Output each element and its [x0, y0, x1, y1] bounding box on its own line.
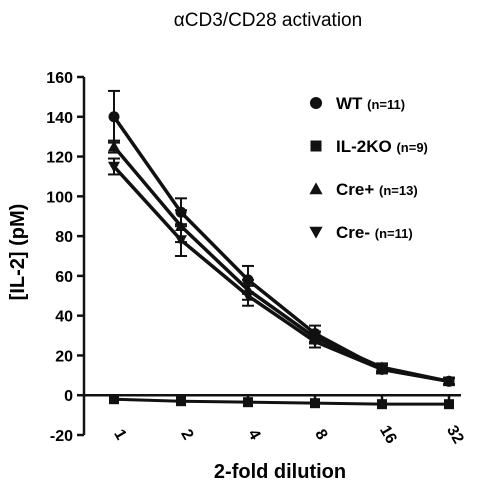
legend-series-name: Cre- — [336, 223, 375, 242]
x-tick-label: 2 — [177, 427, 196, 443]
series-il-2ko — [109, 394, 454, 410]
legend-marker — [309, 226, 323, 239]
data-point — [444, 399, 454, 410]
legend-marker — [309, 96, 323, 110]
y-tick-label: 160 — [46, 70, 73, 87]
x-tick-label: 16 — [376, 423, 400, 447]
data-point — [443, 376, 455, 388]
axes: -20 0 20 40 60 80 100 120 140 160 1 2 4 8 16 32 — [46, 70, 466, 447]
legend-series-name: WT — [336, 94, 367, 113]
data-point — [310, 398, 320, 409]
y-tick-label: 100 — [46, 189, 73, 206]
y-tick-label: 120 — [46, 150, 73, 167]
data-point — [175, 235, 187, 247]
legend-entry: Cre+ (n=13) — [336, 180, 418, 199]
legend-sample-size: (n=11) — [367, 97, 405, 112]
series-line — [112, 145, 450, 384]
chart-title: αCD3/CD28 activation — [174, 10, 362, 31]
series-line — [113, 397, 449, 406]
legend-series-name: Cre+ — [336, 180, 379, 199]
data-point — [108, 140, 120, 152]
legend-sample-size: (n=13) — [379, 183, 418, 198]
y-tick-label: 140 — [46, 110, 73, 127]
x-axis-label: 2-fold dilution — [214, 461, 346, 483]
series-line — [112, 115, 450, 384]
series-cre- — [108, 157, 455, 388]
x-tick-label: 32 — [443, 423, 467, 447]
data-point — [242, 290, 254, 302]
legend-series-name: IL-2KO — [336, 137, 396, 156]
legend-entry: IL-2KO (n=9) — [336, 137, 428, 156]
series-line — [112, 165, 450, 384]
legend-sample-size: (n=11) — [375, 226, 413, 241]
data-point — [243, 397, 253, 408]
data-point — [376, 364, 388, 376]
data-point — [108, 111, 120, 123]
y-tick-label: 20 — [55, 348, 73, 365]
legend-entry: WT (n=11) — [336, 94, 405, 113]
x-tick-label: 1 — [110, 427, 129, 443]
data-point — [108, 161, 120, 173]
data-point — [377, 399, 387, 410]
legend-marker — [310, 140, 322, 152]
y-tick-label: 0 — [64, 388, 73, 405]
y-axis-label: [IL-2] (pM) — [7, 204, 29, 301]
data-point — [109, 394, 119, 405]
y-tick-label: 80 — [55, 229, 73, 246]
legend-sample-size: (n=9) — [396, 140, 427, 155]
y-tick-label: 60 — [55, 269, 73, 286]
data-marks — [108, 89, 455, 410]
x-tick-label: 4 — [244, 427, 263, 443]
x-tick-label: 8 — [311, 427, 330, 443]
y-tick-label: -20 — [50, 428, 73, 445]
legend-marker — [309, 182, 323, 195]
legend: WT (n=11) IL-2KO (n=9) Cre+ (n=13) Cre- (n=… — [309, 94, 428, 242]
data-point — [176, 396, 186, 407]
y-tick-label: 40 — [55, 309, 73, 326]
data-point — [309, 336, 321, 348]
legend-entry: Cre- (n=11) — [336, 223, 413, 242]
series-cre- — [108, 139, 455, 387]
